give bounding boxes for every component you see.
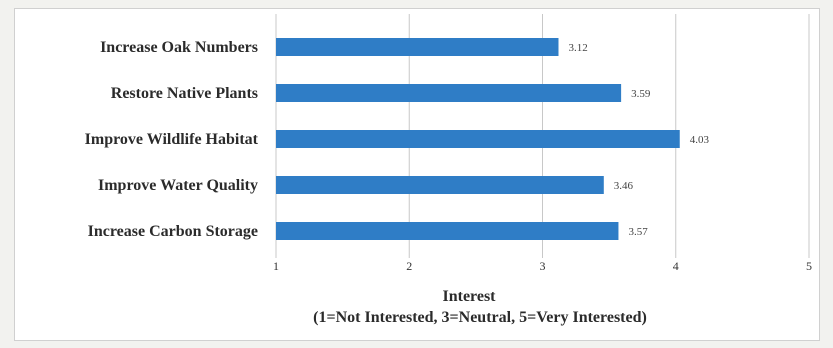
category-label: Improve Wildlife Habitat xyxy=(85,131,259,148)
data-label: 3.46 xyxy=(614,180,634,192)
x-tick-label: 4 xyxy=(673,259,679,273)
data-label: 3.12 xyxy=(568,42,587,54)
bar xyxy=(276,84,622,102)
data-label: 3.57 xyxy=(628,226,648,238)
bar xyxy=(276,222,619,240)
category-label: Restore Native Plants xyxy=(111,85,258,102)
x-tick-label: 3 xyxy=(540,259,546,273)
x-tick-labels: 1 2 3 4 5 xyxy=(273,259,812,273)
bar xyxy=(276,130,680,148)
category-label: Improve Water Quality xyxy=(98,177,258,194)
x-tick-label: 5 xyxy=(806,259,812,273)
data-labels: 3.12 3.59 4.03 3.46 3.57 xyxy=(568,42,709,238)
category-labels: Increase Oak Numbers Restore Native Plant… xyxy=(85,39,259,240)
x-axis-title: Interest xyxy=(442,288,496,305)
data-label: 4.03 xyxy=(690,134,710,146)
x-tick-label: 2 xyxy=(406,259,412,273)
x-axis-subtitle: (1=Not Interested, 3=Neutral, 5=Very Int… xyxy=(313,309,647,326)
data-label: 3.59 xyxy=(631,88,651,100)
category-label: Increase Carbon Storage xyxy=(88,223,258,240)
bar xyxy=(276,38,559,56)
bar xyxy=(276,176,604,194)
category-label: Increase Oak Numbers xyxy=(100,39,258,56)
bars xyxy=(276,38,680,240)
x-tick-label: 1 xyxy=(273,259,279,273)
chart-frame xyxy=(14,8,820,341)
